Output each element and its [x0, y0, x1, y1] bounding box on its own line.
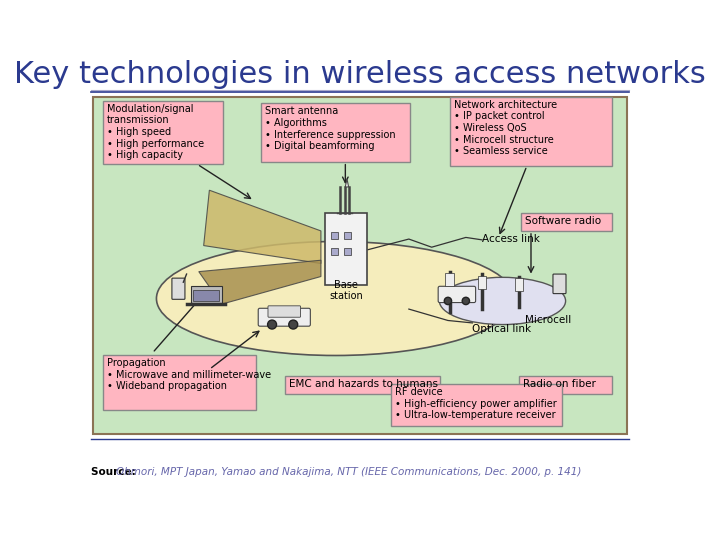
Ellipse shape: [439, 278, 566, 325]
Circle shape: [268, 320, 276, 329]
Text: Radio on fiber: Radio on fiber: [523, 379, 595, 389]
FancyBboxPatch shape: [330, 248, 338, 255]
FancyBboxPatch shape: [391, 384, 562, 427]
Text: Microcell: Microcell: [526, 315, 572, 326]
FancyBboxPatch shape: [521, 213, 613, 231]
Circle shape: [462, 298, 469, 305]
FancyBboxPatch shape: [553, 274, 566, 294]
FancyBboxPatch shape: [268, 306, 300, 317]
FancyBboxPatch shape: [330, 232, 338, 239]
Circle shape: [289, 320, 297, 329]
Ellipse shape: [156, 241, 515, 355]
FancyBboxPatch shape: [438, 286, 476, 302]
Text: Ohmori, MPT Japan, Yamao and Nakajima, NTT (IEEE Communications, Dec. 2000, p. 1: Ohmori, MPT Japan, Yamao and Nakajima, N…: [116, 467, 581, 477]
FancyBboxPatch shape: [515, 278, 523, 291]
FancyBboxPatch shape: [519, 376, 613, 394]
FancyBboxPatch shape: [258, 308, 310, 326]
Text: Access link: Access link: [482, 234, 540, 244]
FancyBboxPatch shape: [449, 97, 613, 166]
FancyBboxPatch shape: [172, 278, 185, 299]
FancyBboxPatch shape: [478, 276, 486, 289]
Text: Network architecture
• IP packet control
• Wireless QoS
• Microcell structure
• : Network architecture • IP packet control…: [454, 100, 557, 156]
FancyBboxPatch shape: [446, 273, 454, 286]
Polygon shape: [346, 179, 348, 187]
Text: Optical link: Optical link: [472, 323, 531, 334]
Text: Propagation
• Microwave and millimeter-wave
• Wideband propagation: Propagation • Microwave and millimeter-w…: [107, 358, 271, 391]
Text: Base
station: Base station: [329, 280, 363, 301]
Text: RF device
• High-efficiency power amplifier
• Ultra-low-temperature receiver: RF device • High-efficiency power amplif…: [395, 387, 557, 421]
FancyBboxPatch shape: [103, 355, 256, 410]
Polygon shape: [204, 190, 321, 264]
FancyBboxPatch shape: [325, 213, 367, 285]
Text: Modulation/signal
transmission
• High speed
• High performance
• High capacity: Modulation/signal transmission • High sp…: [107, 104, 204, 160]
FancyBboxPatch shape: [261, 103, 410, 161]
FancyBboxPatch shape: [193, 289, 219, 301]
Text: Software radio: Software radio: [526, 216, 601, 226]
FancyBboxPatch shape: [343, 248, 351, 255]
Polygon shape: [199, 260, 321, 304]
Text: Source:: Source:: [91, 467, 140, 477]
FancyBboxPatch shape: [93, 97, 627, 435]
Text: Smart antenna
• Algorithms
• Interference suppression
• Digital beamforming: Smart antenna • Algorithms • Interferenc…: [265, 106, 395, 151]
Text: Key technologies in wireless access networks: Key technologies in wireless access netw…: [14, 60, 706, 89]
Circle shape: [444, 298, 451, 305]
FancyBboxPatch shape: [343, 232, 351, 239]
FancyBboxPatch shape: [191, 286, 222, 304]
FancyBboxPatch shape: [103, 100, 223, 164]
Text: EMC and hazards to humans: EMC and hazards to humans: [289, 379, 438, 389]
FancyBboxPatch shape: [285, 376, 440, 394]
